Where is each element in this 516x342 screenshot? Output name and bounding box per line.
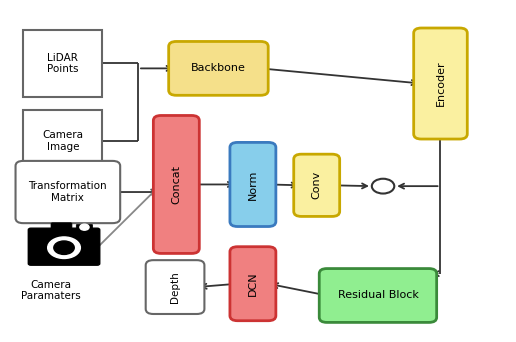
FancyBboxPatch shape [319,268,437,323]
FancyBboxPatch shape [230,247,276,321]
Text: Camera
Paramaters: Camera Paramaters [21,280,81,301]
FancyBboxPatch shape [15,161,120,223]
FancyBboxPatch shape [51,223,72,232]
FancyBboxPatch shape [414,28,467,139]
Text: DCN: DCN [248,272,258,296]
Text: Norm: Norm [248,169,258,200]
Text: Conv: Conv [312,171,321,199]
Text: Camera
Image: Camera Image [42,130,83,152]
Circle shape [47,237,80,259]
FancyBboxPatch shape [146,260,204,314]
Text: Transformation
Matrix: Transformation Matrix [28,181,107,203]
Text: Encoder: Encoder [436,61,445,106]
FancyBboxPatch shape [230,142,276,226]
FancyBboxPatch shape [23,110,102,171]
Text: Depth: Depth [170,271,180,303]
Circle shape [80,224,89,230]
Circle shape [372,179,394,194]
FancyBboxPatch shape [76,224,92,232]
FancyBboxPatch shape [294,154,340,216]
FancyBboxPatch shape [169,41,268,95]
Text: Backbone: Backbone [191,63,246,74]
Circle shape [54,241,74,254]
Text: Concat: Concat [171,165,181,204]
FancyBboxPatch shape [23,30,102,97]
FancyBboxPatch shape [28,228,100,265]
FancyBboxPatch shape [153,116,199,253]
Text: LiDAR
Points: LiDAR Points [47,53,78,74]
Text: Residual Block: Residual Block [337,290,418,301]
